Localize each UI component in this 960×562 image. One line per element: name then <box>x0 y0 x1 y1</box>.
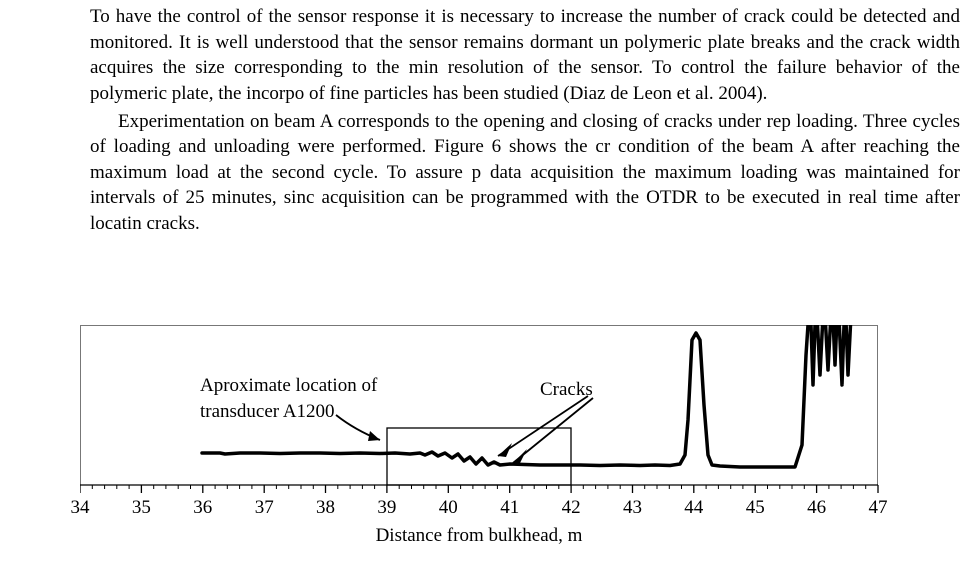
tick-35: 35 <box>132 495 151 521</box>
body-text: To have the control of the sensor respon… <box>0 0 960 237</box>
tick-38: 38 <box>316 495 335 521</box>
tick-34: 34 <box>71 495 90 521</box>
paragraph-1: To have the control of the sensor respon… <box>90 4 960 107</box>
arrowhead-transducer <box>368 431 380 441</box>
annotation-transducer-line2: transducer A1200 <box>200 399 377 425</box>
annotation-cracks: Cracks <box>540 377 593 403</box>
annotation-transducer: Aproximate location of transducer A1200 <box>200 373 377 424</box>
tick-41: 41 <box>500 495 519 521</box>
tick-36: 36 <box>193 495 212 521</box>
arrowhead-cracks-1 <box>498 443 512 457</box>
tick-43: 43 <box>623 495 642 521</box>
major-ticks <box>80 485 878 493</box>
figure-6: Aproximate location of transducer A1200 … <box>80 325 900 550</box>
tick-44: 44 <box>684 495 703 521</box>
x-tick-labels: 34 35 36 37 38 39 40 41 42 43 44 45 46 4… <box>80 495 878 520</box>
tick-42: 42 <box>562 495 581 521</box>
paragraph-2: Experimentation on beam A corresponds to… <box>90 109 960 237</box>
tick-47: 47 <box>869 495 888 521</box>
x-axis-label: Distance from bulkhead, m <box>80 523 878 549</box>
arrow-cracks-2 <box>513 398 593 463</box>
tick-45: 45 <box>746 495 765 521</box>
annotation-transducer-line1: Aproximate location of <box>200 373 377 399</box>
tick-40: 40 <box>439 495 458 521</box>
tick-37: 37 <box>255 495 274 521</box>
transducer-box <box>387 428 571 485</box>
arrow-cracks-1 <box>498 396 588 456</box>
tick-46: 46 <box>807 495 826 521</box>
tick-39: 39 <box>377 495 396 521</box>
